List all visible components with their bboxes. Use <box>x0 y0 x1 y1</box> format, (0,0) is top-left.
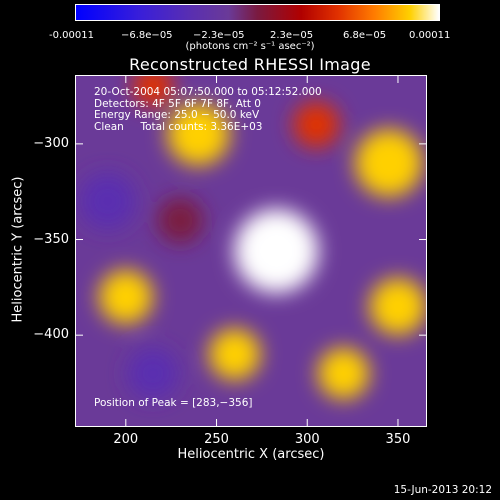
x-tick-label: 250 <box>204 432 229 447</box>
colorbar-tick: 0.00011 <box>409 30 451 41</box>
colorbar-tick: −6.8e−05 <box>121 30 173 41</box>
info-time-range: 20-Oct-2004 05:07:50.000 to 05:12:52.000 <box>94 86 322 98</box>
heatmap-source <box>127 347 179 400</box>
heatmap-source <box>234 209 319 293</box>
peak-position: Position of Peak = [283,−356] <box>94 397 253 409</box>
colorbar-tick: -0.00011 <box>49 30 94 41</box>
heatmap-source <box>317 347 370 400</box>
info-detectors: Detectors: 4F 5F 6F 7F 8F, Att 0 <box>94 97 261 110</box>
heatmap-source <box>79 172 137 230</box>
x-axis-label: Heliocentric X (arcsec) <box>177 447 325 462</box>
heatmap-source <box>98 269 153 324</box>
axis-ticks <box>75 75 427 427</box>
image-info: 20-Oct-2004 05:07:50.000 to 05:12:52.000… <box>94 86 322 133</box>
timestamp: 15-Jun-2013 20:12 <box>393 484 492 496</box>
colorbar-tick: 6.8e−05 <box>343 30 387 41</box>
heatmap-source <box>369 278 427 335</box>
heatmap-plot <box>75 75 427 427</box>
colorbar-units: (photons cm⁻² s⁻¹ asec⁻²) <box>185 41 315 52</box>
x-tick-label: 300 <box>294 432 320 447</box>
chart-title: Reconstructed RHESSI Image <box>129 55 371 74</box>
heatmap-source <box>293 101 340 148</box>
y-axis-label: Heliocentric Y (arcsec) <box>10 176 26 323</box>
heatmap-source <box>355 129 423 197</box>
colorbar-tick: −2.3e−05 <box>193 30 245 41</box>
y-tick-label: −300 <box>33 135 69 151</box>
x-tick-label: 200 <box>113 432 139 447</box>
info-energy-range: Energy Range: 25.0 − 50.0 keV <box>94 109 260 121</box>
heatmap-source <box>167 103 230 166</box>
heatmap-source <box>132 75 174 107</box>
heatmap-sources <box>79 75 427 400</box>
colorbar <box>75 4 440 21</box>
plot-frame <box>75 75 427 427</box>
y-tick-label: −400 <box>33 327 69 343</box>
x-tick-label: 350 <box>385 432 411 447</box>
y-tick-label: −350 <box>33 231 69 247</box>
heatmap-source <box>157 197 204 244</box>
info-counts: Clean Total counts: 3.36E+03 <box>94 120 263 133</box>
heatmap-source <box>209 328 261 380</box>
colorbar-tick: 2.3e−05 <box>270 30 314 41</box>
